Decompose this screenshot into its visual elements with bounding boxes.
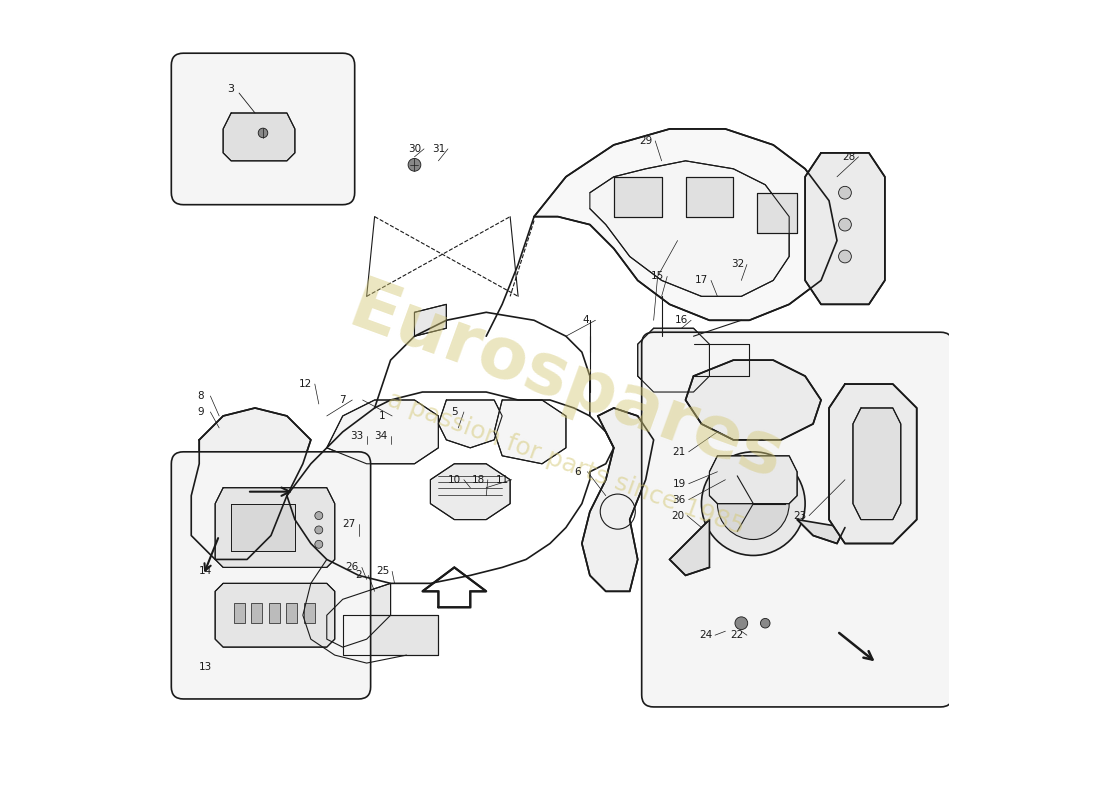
- Text: Eurospares: Eurospares: [339, 274, 793, 494]
- Polygon shape: [422, 567, 486, 607]
- Polygon shape: [829, 384, 916, 543]
- Polygon shape: [494, 400, 565, 464]
- Polygon shape: [852, 408, 901, 519]
- Circle shape: [717, 468, 789, 539]
- FancyBboxPatch shape: [172, 54, 354, 205]
- Circle shape: [408, 158, 421, 171]
- Polygon shape: [430, 464, 510, 519]
- Text: 33: 33: [351, 431, 364, 441]
- Text: a passion for parts since 1985: a passion for parts since 1985: [384, 388, 748, 540]
- Text: 34: 34: [374, 431, 387, 441]
- Text: 6: 6: [574, 466, 581, 477]
- Text: 1: 1: [379, 411, 386, 421]
- Polygon shape: [216, 583, 334, 647]
- Bar: [268, 603, 279, 623]
- Text: 11: 11: [495, 474, 509, 485]
- Polygon shape: [685, 360, 821, 440]
- Circle shape: [702, 452, 805, 555]
- Polygon shape: [590, 161, 789, 296]
- Text: 12: 12: [298, 379, 312, 389]
- Text: 31: 31: [432, 144, 446, 154]
- Text: 18: 18: [472, 474, 485, 485]
- Text: 36: 36: [672, 494, 685, 505]
- Circle shape: [735, 617, 748, 630]
- Text: 2: 2: [355, 570, 362, 580]
- Text: 14: 14: [199, 566, 212, 577]
- Text: 16: 16: [675, 315, 689, 326]
- Polygon shape: [223, 113, 295, 161]
- Polygon shape: [710, 456, 798, 504]
- Text: 20: 20: [671, 510, 684, 521]
- Text: 3: 3: [228, 84, 234, 94]
- Polygon shape: [614, 177, 661, 217]
- Bar: [286, 603, 297, 623]
- Text: 26: 26: [345, 562, 359, 573]
- Text: 19: 19: [672, 478, 685, 489]
- Polygon shape: [216, 488, 334, 567]
- Text: 4: 4: [583, 315, 590, 326]
- Text: 9: 9: [198, 407, 205, 417]
- Text: 28: 28: [843, 152, 856, 162]
- Polygon shape: [638, 328, 710, 392]
- Bar: [233, 603, 244, 623]
- Text: 24: 24: [698, 630, 712, 640]
- Polygon shape: [582, 408, 653, 591]
- Polygon shape: [327, 583, 390, 647]
- Polygon shape: [535, 129, 837, 320]
- Circle shape: [258, 128, 267, 138]
- Circle shape: [315, 540, 322, 548]
- Text: 29: 29: [639, 136, 652, 146]
- Polygon shape: [191, 408, 311, 559]
- Text: 7: 7: [340, 395, 346, 405]
- Text: 30: 30: [408, 144, 421, 154]
- Text: 17: 17: [695, 275, 708, 286]
- Bar: [251, 603, 262, 623]
- Circle shape: [315, 512, 322, 519]
- Circle shape: [315, 526, 322, 534]
- Circle shape: [838, 218, 851, 231]
- Polygon shape: [231, 504, 295, 551]
- Bar: [304, 603, 315, 623]
- Circle shape: [838, 250, 851, 263]
- Polygon shape: [805, 153, 884, 304]
- Polygon shape: [439, 400, 503, 448]
- FancyBboxPatch shape: [172, 452, 371, 699]
- Text: 25: 25: [376, 566, 389, 577]
- Text: 27: 27: [342, 518, 355, 529]
- Text: 5: 5: [451, 407, 458, 417]
- Text: 22: 22: [730, 630, 744, 640]
- Text: 10: 10: [448, 474, 461, 485]
- Polygon shape: [798, 519, 845, 543]
- Polygon shape: [415, 304, 447, 336]
- FancyBboxPatch shape: [641, 332, 953, 707]
- Polygon shape: [685, 177, 734, 217]
- Text: 23: 23: [793, 510, 806, 521]
- Circle shape: [760, 618, 770, 628]
- Polygon shape: [343, 615, 439, 655]
- Polygon shape: [327, 400, 439, 464]
- Text: 15: 15: [651, 271, 664, 282]
- Text: 21: 21: [672, 447, 685, 457]
- Text: 13: 13: [199, 662, 212, 672]
- Circle shape: [838, 186, 851, 199]
- Text: 32: 32: [730, 259, 744, 270]
- Polygon shape: [670, 519, 710, 575]
- Text: 8: 8: [198, 391, 205, 401]
- Polygon shape: [757, 193, 798, 233]
